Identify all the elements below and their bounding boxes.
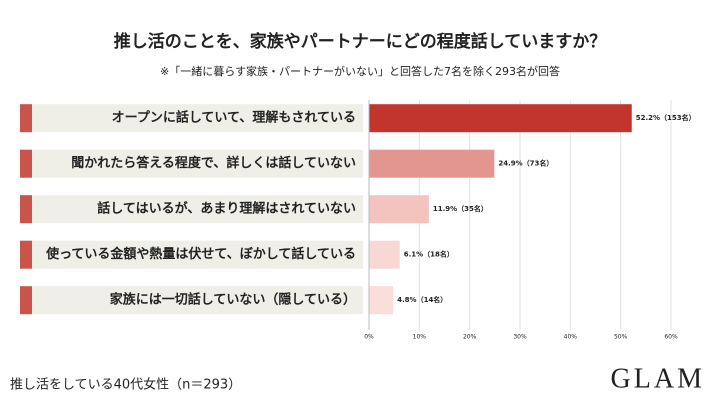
value-label: 6.1%（18名） — [404, 250, 454, 259]
x-tick-label: 50% — [614, 334, 628, 341]
chart-subtitle: ※「一緒に暮らす家族・パートナーがいない」と回答した7名を除く293名が回答 — [160, 64, 560, 78]
bar — [369, 240, 400, 269]
brand-logo: GLAM — [611, 363, 705, 394]
label-box — [20, 286, 363, 315]
label-accent — [20, 195, 32, 224]
x-tick-label: 10% — [413, 334, 427, 341]
x-tick-label: 0% — [364, 334, 374, 341]
x-tick-label: 20% — [463, 334, 477, 341]
x-tick-label: 40% — [564, 334, 578, 341]
y-tick-label: 聞かれたら答える程度で、詳しくは話していない — [71, 155, 356, 171]
label-box — [20, 149, 363, 178]
bar — [369, 195, 429, 224]
label-accent — [20, 149, 32, 178]
chart-title: 推し活のことを、家族やパートナーにどの程度話していますか？ — [114, 31, 607, 52]
value-label: 24.9%（73名） — [498, 159, 553, 168]
label-accent — [20, 240, 32, 269]
bar — [369, 286, 394, 315]
label-box — [20, 195, 363, 224]
footnote: 推し活をしている40代女性（n＝293） — [10, 377, 241, 393]
x-tick-label: 60% — [664, 334, 678, 341]
bar — [369, 149, 495, 178]
value-label: 52.2%（153名） — [636, 113, 696, 122]
y-tick-label: 使っている金額や熱量は伏せて、ぼかして話している — [45, 246, 356, 262]
y-tick-label: オープンに話していて、理解もされている — [112, 110, 356, 126]
label-accent — [20, 104, 32, 133]
y-tick-label: 話してはいるが、あまり理解はされていない — [97, 201, 356, 217]
label-accent — [20, 286, 32, 315]
value-label: 11.9%（35名） — [433, 204, 488, 213]
label-box — [20, 240, 363, 269]
label-box — [20, 104, 363, 133]
value-label: 4.8%（14名） — [397, 295, 447, 304]
bar — [369, 104, 632, 133]
x-tick-label: 30% — [513, 334, 527, 341]
y-tick-label: 家族には一切話していない（隠している） — [110, 292, 356, 308]
